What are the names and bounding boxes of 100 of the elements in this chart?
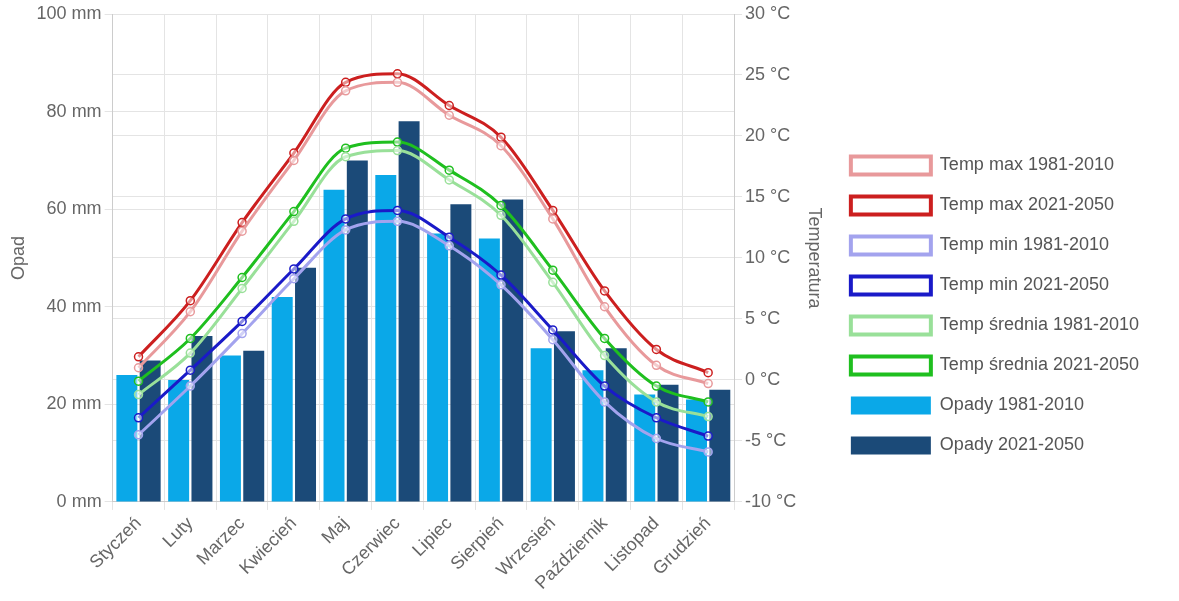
bar [295, 267, 317, 502]
legend-label: Temp min 1981-2010 [939, 234, 1109, 255]
legend-label: Temp max 2021-2050 [939, 194, 1114, 215]
legend-label: Temp średnia 1981-2010 [939, 314, 1140, 335]
point [392, 77, 403, 88]
bar [191, 336, 213, 502]
y2-tick-label: 25 °C [745, 63, 791, 84]
y2-tick-label: 5 °C [745, 307, 781, 328]
point [133, 430, 144, 440]
bar [323, 189, 345, 502]
point [237, 328, 247, 339]
point [133, 352, 144, 362]
point [599, 381, 610, 391]
bar [346, 160, 368, 502]
point [651, 397, 662, 407]
point [392, 216, 403, 227]
point [289, 155, 299, 166]
point [289, 216, 299, 227]
point [340, 77, 351, 88]
point [237, 283, 247, 294]
point [444, 241, 454, 251]
point [548, 334, 558, 345]
y-tick-label: 60 mm [46, 198, 102, 219]
legend-label: Temp średnia 2021-2050 [939, 354, 1140, 375]
bar [271, 297, 293, 502]
y-tick-label: 40 mm [46, 295, 102, 316]
point [703, 367, 713, 378]
bar [219, 355, 241, 502]
point [133, 376, 144, 386]
point [651, 381, 662, 391]
point [548, 214, 558, 224]
point [703, 378, 713, 389]
y-tick-label: 0 mm [56, 490, 102, 511]
bar [478, 238, 500, 502]
y2-tick-label: -10 °C [745, 490, 797, 511]
point [340, 86, 351, 96]
bar [116, 375, 138, 502]
bar [530, 348, 552, 502]
point [703, 411, 713, 422]
point [392, 205, 403, 216]
bar [709, 389, 731, 502]
point [548, 325, 558, 335]
y2-tick-label: 15 °C [745, 185, 791, 206]
point [185, 381, 196, 391]
point [340, 143, 351, 153]
point [444, 100, 454, 111]
y2-tick-label: -5 °C [745, 429, 787, 450]
point [496, 132, 506, 142]
point [599, 302, 610, 312]
y2-tick-label: 30 °C [745, 2, 791, 23]
point [599, 397, 610, 407]
bar [605, 348, 627, 502]
bar [398, 121, 420, 502]
y2-tick-label: 0 °C [745, 368, 781, 389]
point [548, 277, 558, 288]
point [444, 165, 454, 175]
bar [375, 175, 397, 502]
point [651, 433, 662, 444]
y-axis-title: Opad [7, 235, 28, 280]
point [237, 226, 247, 236]
point [703, 431, 713, 441]
point [340, 151, 351, 162]
point [289, 264, 299, 274]
point [496, 200, 506, 211]
point [599, 333, 610, 344]
point [651, 413, 662, 423]
point [392, 69, 403, 79]
point [392, 145, 403, 156]
point [340, 214, 351, 224]
bar [582, 370, 604, 502]
point [703, 447, 713, 457]
point [444, 232, 454, 242]
point [237, 272, 247, 283]
point [185, 365, 196, 375]
bar [168, 379, 190, 502]
legend-label: Temp min 2021-2050 [939, 274, 1109, 295]
point [392, 137, 403, 147]
bar [553, 331, 575, 502]
legend-label: Opady 2021-2050 [939, 434, 1084, 455]
point [133, 389, 144, 400]
point [237, 316, 247, 327]
y2-tick-label: 20 °C [745, 124, 791, 145]
point [651, 344, 662, 355]
point [444, 110, 454, 120]
point [496, 140, 506, 151]
point [496, 270, 506, 280]
bar [427, 233, 449, 502]
bar [502, 199, 524, 502]
point [496, 210, 506, 221]
point [185, 348, 196, 358]
point [651, 360, 662, 371]
point [185, 306, 196, 317]
bar [634, 394, 656, 502]
bar [450, 204, 472, 502]
point [185, 295, 196, 306]
point [599, 286, 610, 296]
point [289, 206, 299, 217]
point [496, 280, 506, 290]
point [444, 175, 454, 185]
y-tick-label: 20 mm [46, 393, 102, 414]
